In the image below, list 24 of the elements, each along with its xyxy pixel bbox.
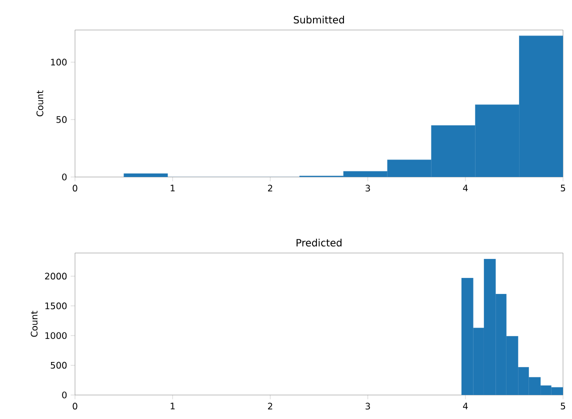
x-tick-label: 5: [560, 402, 566, 410]
y-tick-label: 0: [62, 392, 67, 398]
x-tick-label: 5: [560, 184, 566, 192]
x-tick-label: 3: [366, 184, 370, 192]
y-tick-label: 50: [56, 116, 67, 123]
y-tick-label: 2000: [45, 272, 67, 280]
x-tick-label: 4: [462, 402, 468, 410]
x-tick-label: 2: [268, 402, 272, 410]
x-tick-label: 3: [366, 402, 370, 410]
x-tick-label: 0: [72, 184, 78, 192]
chart-title: Predicted: [296, 238, 342, 246]
y-tick-label: 100: [51, 58, 67, 66]
y-tick-label: 1000: [45, 332, 67, 339]
y-tick-label: 0: [62, 174, 67, 180]
chart-title: Submitted: [294, 16, 344, 24]
y-tick-label: 1500: [45, 302, 67, 310]
y-tick-label: 500: [50, 362, 67, 369]
x-tick-label: 1: [170, 402, 175, 410]
x-tick-label: 1: [170, 184, 175, 192]
x-tick-label: 0: [72, 402, 78, 410]
y-axis-title: Count: [30, 310, 38, 337]
y-axis-title: Count: [36, 90, 44, 116]
x-tick-label: 2: [268, 184, 272, 192]
x-tick-label: 4: [462, 184, 468, 192]
